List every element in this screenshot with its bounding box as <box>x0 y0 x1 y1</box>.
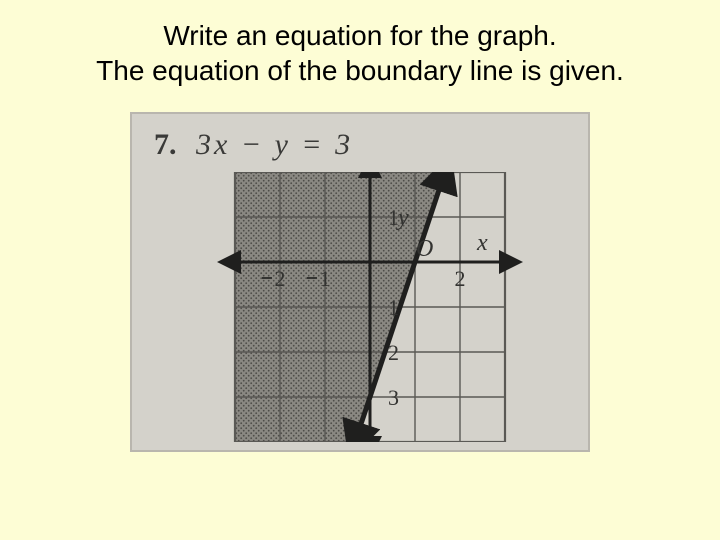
svg-text:x: x <box>476 230 488 256</box>
svg-text:1: 1 <box>388 295 399 320</box>
svg-text:1: 1 <box>388 205 399 230</box>
textbook-figure: 7. 3x − y = 3 yOx2121123 <box>130 112 590 452</box>
heading-line-2: The equation of the boundary line is giv… <box>0 53 720 88</box>
figure-container: 7. 3x − y = 3 yOx2121123 <box>0 112 720 452</box>
svg-text:3: 3 <box>388 385 399 410</box>
svg-text:2: 2 <box>275 266 286 291</box>
instruction-heading: Write an equation for the graph. The equ… <box>0 0 720 88</box>
svg-text:1: 1 <box>320 266 331 291</box>
problem-number: 7. <box>154 128 177 161</box>
svg-text:O: O <box>416 236 433 262</box>
boundary-equation: 3x − y = 3 <box>196 128 353 161</box>
heading-line-1: Write an equation for the graph. <box>0 18 720 53</box>
svg-text:2: 2 <box>388 340 399 365</box>
svg-text:2: 2 <box>455 266 466 291</box>
inequality-graph: yOx2121123 <box>190 172 550 442</box>
problem-label: 7. 3x − y = 3 <box>154 128 353 162</box>
